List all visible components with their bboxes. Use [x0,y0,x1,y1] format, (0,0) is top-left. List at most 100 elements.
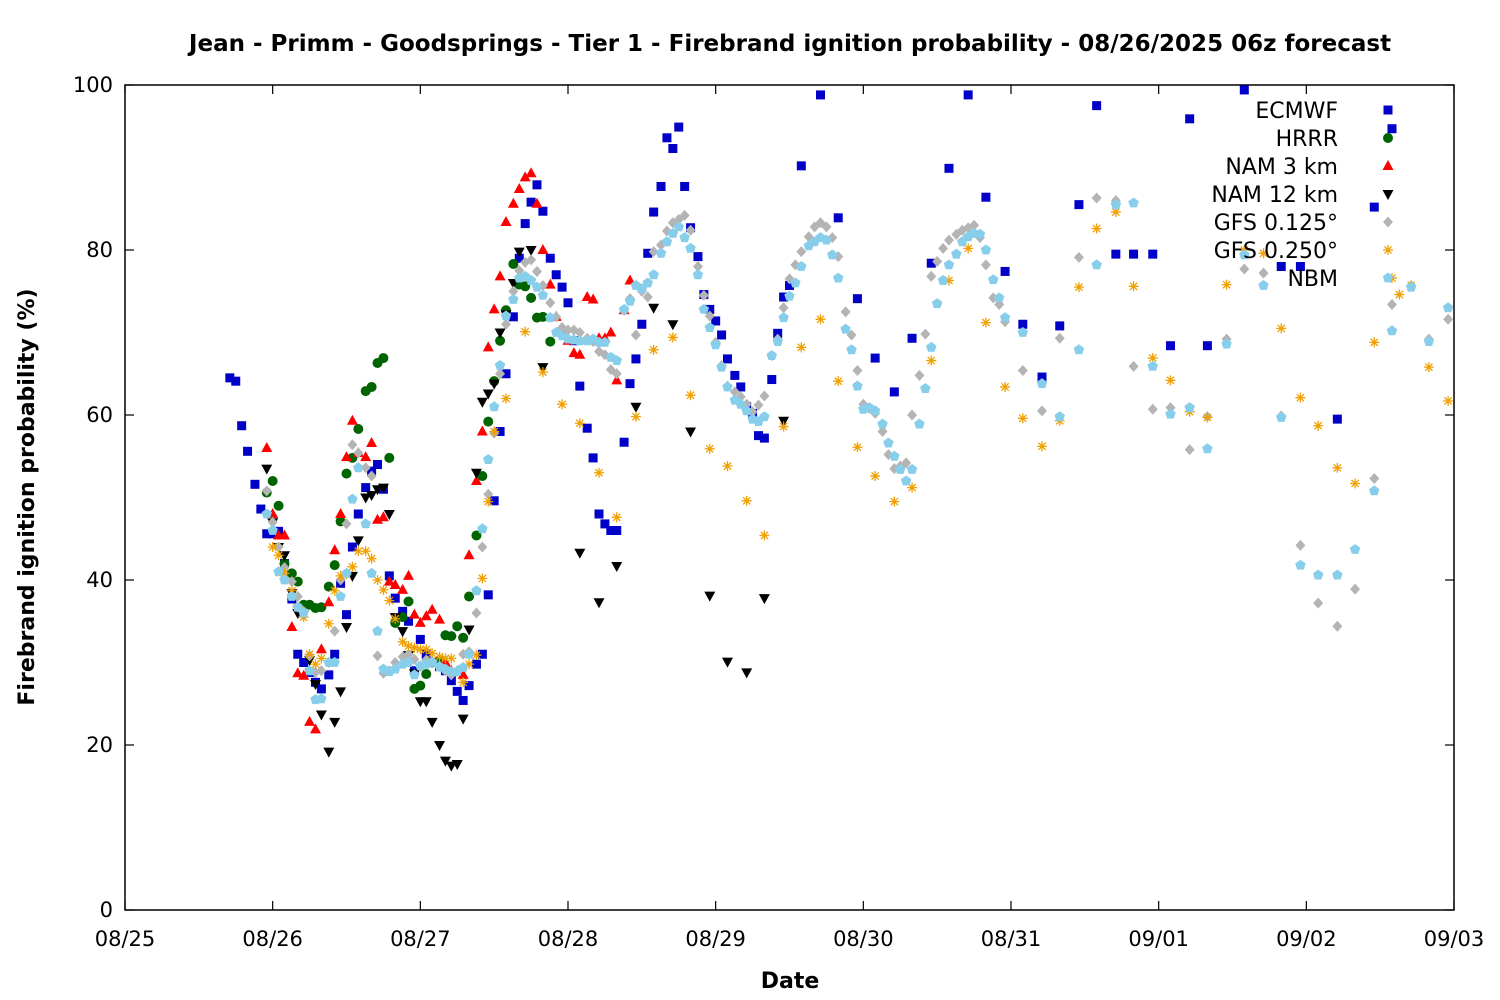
data-point [476,425,488,436]
data-point [347,561,358,572]
data-point [315,710,327,721]
data-point [278,529,290,540]
data-point [717,330,727,340]
data-point [347,439,358,451]
data-point [920,383,931,393]
data-point [673,221,684,232]
data-point [741,668,753,679]
data-point [531,197,543,208]
data-point [594,467,605,478]
data-point [329,544,341,555]
data-point [1313,420,1324,431]
data-point [366,470,377,482]
data-point [514,253,524,263]
data-point [520,326,531,337]
data-point [611,355,622,365]
data-point [1276,323,1287,334]
x-tick-label: 08/26 [242,927,303,951]
data-point [907,409,918,421]
data-point [785,280,794,290]
data-point [1312,569,1324,580]
data-point [588,453,598,463]
data-point [298,669,310,680]
data-point [816,90,826,100]
data-point [637,319,647,329]
data-point [464,659,475,670]
data-point [353,462,364,473]
data-point [341,451,352,462]
data-point [366,553,377,564]
data-point [261,464,273,475]
data-point [980,259,991,271]
data-point [1276,262,1286,271]
data-point [943,234,954,246]
data-point [346,414,358,425]
data-point [310,659,321,670]
data-point [889,387,899,397]
data-point [545,253,555,263]
data-point [292,667,304,678]
data-point [643,248,653,258]
data-point [1017,327,1028,337]
data-point [1092,101,1102,111]
data-point [852,294,862,304]
data-point [452,621,463,632]
data-point [309,723,321,734]
data-point [778,302,789,314]
data-point [545,312,556,323]
data-point [693,252,703,262]
data-point [557,282,567,292]
data-point [980,317,991,328]
data-point [360,518,371,529]
data-point [225,373,235,383]
data-point [1276,412,1287,422]
data-point [426,717,438,728]
x-tick-label: 08/29 [685,927,746,951]
data-point [722,354,732,364]
data-point [1423,362,1434,373]
data-point [273,500,284,511]
data-point [1165,408,1176,419]
data-point [298,607,309,618]
data-point [833,272,844,283]
data-point [471,659,481,669]
data-point [507,197,519,208]
data-point [500,318,511,330]
data-point [279,568,290,579]
data-point [279,574,290,585]
data-point [619,437,629,447]
data-point [323,596,335,607]
legend-label: GFS 0.125° [1214,211,1338,236]
data-point [827,249,838,260]
data-point [606,526,616,535]
data-point [316,665,327,677]
data-point [1128,197,1139,208]
legend: ECMWF HRRR NAM 3 km NAM 12 km GFS 0.125° GFS … [1211,99,1394,292]
data-point [1369,202,1379,212]
data-point [852,442,863,453]
data-point [551,270,561,280]
data-point [526,197,536,207]
data-point [1239,249,1250,260]
data-point [250,479,260,489]
data-point [304,665,315,676]
data-point [926,341,937,352]
series-6 [261,197,1454,705]
y-tick-label: 80 [86,238,113,262]
data-point [286,621,298,632]
data-point [778,421,789,432]
data-point [243,446,253,456]
data-point [870,471,881,482]
data-point [582,423,592,433]
data-point [648,269,659,280]
data-point [605,326,617,337]
data-point [261,508,272,519]
x-axis-label: Date [761,969,820,994]
data-point [784,290,795,301]
data-point [674,122,684,132]
data-point [267,542,278,552]
data-point [698,289,709,301]
data-point [471,585,482,596]
data-point [759,433,769,443]
